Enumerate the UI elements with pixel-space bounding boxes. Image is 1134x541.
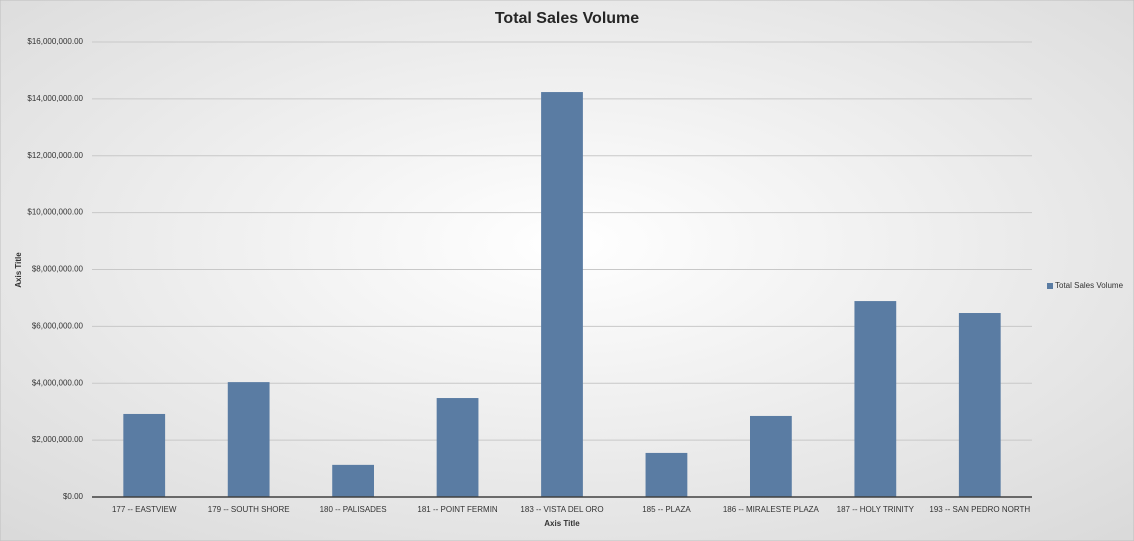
- bar: [436, 398, 479, 497]
- bar: [854, 301, 897, 497]
- y-tick-label: $16,000,000.00: [27, 37, 83, 46]
- bar: [332, 464, 374, 497]
- y-tick-label: $10,000,000.00: [27, 208, 83, 217]
- x-tick-label: 180 -- PALISADES: [320, 505, 387, 514]
- y-tick-label: $14,000,000.00: [27, 94, 83, 103]
- y-tick-label: $2,000,000.00: [32, 435, 84, 444]
- bar: [123, 413, 166, 497]
- x-tick-label: 181 -- POINT FERMIN: [417, 505, 498, 514]
- x-tick-label: 183 -- VISTA DEL ORO: [520, 505, 603, 514]
- y-tick-label: $4,000,000.00: [32, 378, 84, 387]
- x-tick-label: 185 -- PLAZA: [642, 505, 691, 514]
- legend-label: Total Sales Volume: [1055, 281, 1124, 290]
- bar: [958, 313, 1001, 497]
- x-tick-label: 187 -- HOLY TRINITY: [837, 505, 915, 514]
- bar: [541, 92, 583, 498]
- y-axis-title: Axis Title: [14, 252, 23, 288]
- bar: [645, 452, 688, 497]
- x-tick-label: 177 -- EASTVIEW: [112, 505, 177, 514]
- y-tick-label: $6,000,000.00: [32, 321, 84, 330]
- chart-title: Total Sales Volume: [495, 10, 639, 27]
- x-tick-label: 179 -- SOUTH SHORE: [208, 505, 290, 514]
- bar: [750, 415, 792, 497]
- bar: [227, 382, 270, 497]
- x-axis-title: Axis Title: [544, 519, 580, 528]
- y-tick-label: $8,000,000.00: [32, 265, 84, 274]
- x-tick-label: 186 -- MIRALESTE PLAZA: [723, 505, 820, 514]
- y-tick-label: $0.00: [63, 492, 84, 501]
- legend-swatch: [1047, 283, 1053, 289]
- y-tick-label: $12,000,000.00: [27, 151, 83, 160]
- x-tick-label: 193 -- SAN PEDRO NORTH: [929, 505, 1030, 514]
